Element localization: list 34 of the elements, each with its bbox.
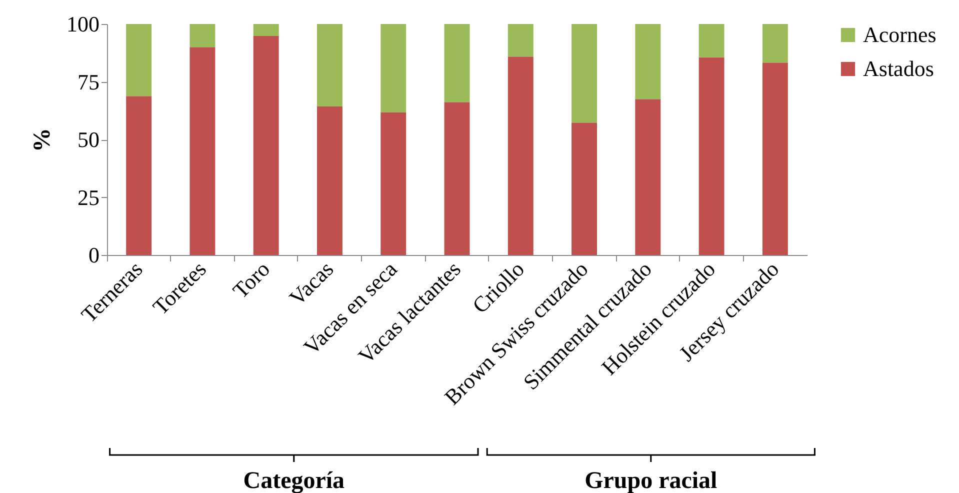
bar: [444, 102, 470, 255]
x-tick-label: Toro: [228, 256, 275, 304]
bar: [572, 122, 597, 255]
bar: [126, 96, 152, 255]
bar: [762, 24, 788, 63]
bar: [190, 47, 216, 255]
y-tick-label: 0: [88, 242, 100, 268]
bar: [635, 99, 661, 255]
bar: [380, 112, 406, 255]
bar: [698, 57, 724, 255]
bar: [762, 62, 788, 255]
bar: [635, 24, 661, 100]
x-tick-label: Vacas: [284, 256, 338, 310]
legend-label: Astados: [863, 56, 934, 81]
y-tick-label: 75: [78, 69, 100, 94]
y-tick-label: 100: [66, 12, 100, 36]
bar: [253, 24, 279, 36]
bar: [508, 56, 534, 255]
bar: [317, 24, 342, 106]
y-axis-title: %: [30, 128, 56, 152]
text: Categoría: [243, 468, 345, 493]
bar: [572, 24, 597, 123]
bar: [698, 24, 724, 58]
bar: [190, 24, 216, 48]
bar: [253, 36, 279, 255]
legend-label: Acornes: [863, 22, 936, 47]
bar: [380, 24, 406, 112]
bar: [317, 106, 342, 255]
bar: [508, 24, 534, 57]
y-tick-label: 50: [78, 127, 100, 152]
y-tick-label: 25: [78, 184, 100, 210]
text: Grupo racial: [584, 468, 718, 493]
bar: [444, 24, 470, 102]
bar: [126, 24, 152, 96]
